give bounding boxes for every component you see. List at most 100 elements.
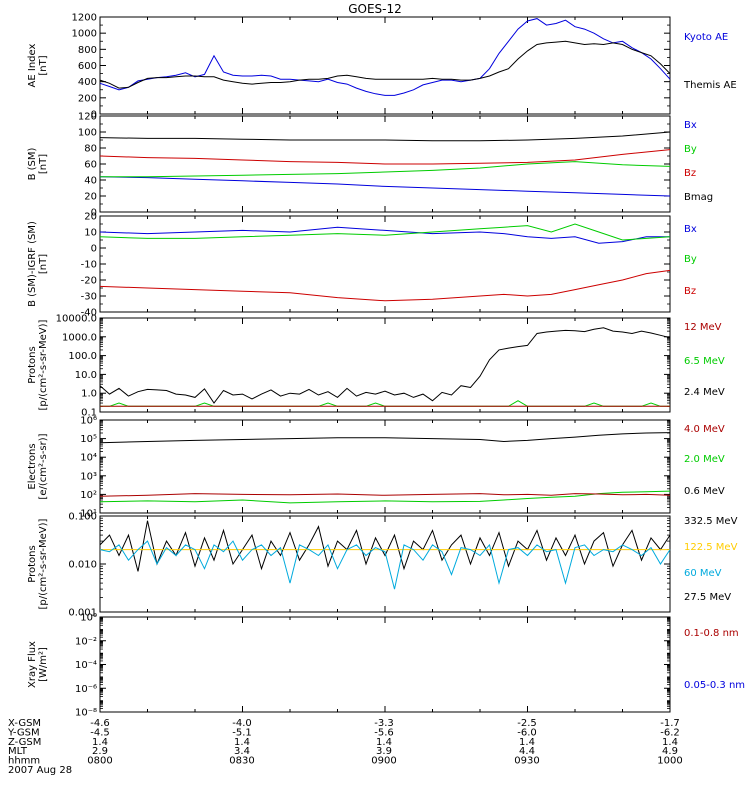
- y-tick-label-6-1: 10⁻⁶: [75, 684, 97, 695]
- y-axis-label-1-0: B (SM): [27, 147, 38, 180]
- y-axis-label-6-0: Xray Flux: [27, 641, 38, 688]
- y-tick-label-5-1: 0.010: [68, 560, 97, 571]
- legend-item-6-0: 0.1-0.8 nm: [684, 628, 739, 639]
- orbit-value-0-4: 0800: [87, 756, 112, 767]
- orbit-value-3-4: 0930: [514, 756, 539, 767]
- orbit-value-0-2: 1.4: [92, 737, 108, 748]
- y-tick-label-2-1: -30: [81, 292, 97, 303]
- y-tick-label-5-2: 0.100: [68, 512, 97, 523]
- series-line-1-1: [100, 161, 671, 178]
- y-tick-label-6-3: 10⁻²: [75, 636, 97, 647]
- y-axis-label-4-0: Electrons: [27, 443, 38, 489]
- legend-item-0-1: Themis AE: [683, 80, 737, 91]
- legend-item-0-0: Kyoto AE: [684, 32, 728, 43]
- series-line-1-2: [99, 149, 671, 165]
- series-line-3-1: [100, 400, 670, 407]
- orbit-value-2-4: 0900: [371, 756, 396, 767]
- legend-item-2-2: Bz: [684, 286, 696, 297]
- orbit-label-4: hhmm: [8, 756, 40, 767]
- orbit-value-2-2: 1.4: [376, 737, 392, 748]
- y-tick-label-0-0: 0: [91, 110, 97, 121]
- legend-item-3-1: 6.5 MeV: [684, 356, 725, 367]
- y-axis-label-4-1: [e/(cm²-s-sr)]: [38, 433, 49, 499]
- orbit-label-0: X-GSM: [8, 718, 41, 729]
- legend-item-5-2: 60 MeV: [684, 568, 722, 579]
- y-tick-label-0-2: 400: [78, 77, 97, 88]
- panel-frame-0: [99, 16, 671, 115]
- y-tick-label-4-3: 10⁴: [80, 453, 97, 464]
- y-tick-label-4-2: 10³: [80, 471, 97, 482]
- orbit-value-1-1: -5.1: [232, 727, 252, 738]
- legend-item-1-3: Bmag: [684, 192, 713, 203]
- legend-item-4-1: 2.0 MeV: [684, 454, 725, 465]
- orbit-value-0-1: -4.5: [90, 727, 110, 738]
- series-line-3-0: [99, 327, 671, 404]
- y-tick-label-3-1: 1.0: [81, 389, 97, 400]
- legend-item-3-2: 2.4 MeV: [684, 387, 725, 398]
- orbit-value-4-0: -1.7: [660, 718, 680, 729]
- series-line-5-0: [99, 520, 671, 572]
- y-axis-label-6-1: [W/m²]: [38, 647, 49, 682]
- y-axis-label-3-0: Protons: [27, 346, 38, 383]
- orbit-value-3-3: 4.4: [519, 746, 535, 757]
- y-tick-label-1-1: 20: [84, 192, 97, 203]
- y-tick-label-5-0: 0.001: [68, 608, 97, 619]
- y-axis-label-5-1: [p/(cm²-s-sr-MeV)]: [38, 518, 49, 609]
- series-line-1-3: [99, 131, 671, 142]
- y-axis-label-2-0: B (SM)-IGRF (SM): [27, 221, 38, 307]
- orbit-label-1: Y-GSM: [7, 727, 40, 738]
- y-tick-label-2-6: 20: [84, 212, 97, 223]
- chart-title: GOES-12: [348, 2, 402, 16]
- series-line-0-0: [99, 18, 671, 96]
- orbit-value-1-2: 1.4: [234, 737, 250, 748]
- series-line-5-2: [99, 540, 671, 590]
- y-tick-label-2-4: 0: [91, 244, 97, 255]
- legend-item-3-0: 12 MeV: [684, 322, 722, 333]
- orbit-value-3-0: -2.5: [517, 718, 537, 729]
- y-tick-label-0-4: 800: [78, 45, 97, 56]
- y-tick-label-0-1: 200: [78, 93, 97, 104]
- series-line-2-2: [99, 269, 671, 302]
- y-axis-label-5-0: Protons: [27, 545, 38, 582]
- y-tick-label-2-5: 10: [84, 228, 97, 239]
- y-tick-label-1-2: 40: [84, 176, 97, 187]
- series-line-2-0: [99, 226, 670, 244]
- legend-item-6-1: 0.05-0.3 nm: [684, 680, 745, 691]
- panel-frame-4: [99, 419, 671, 514]
- panel-frame-6: [99, 616, 671, 713]
- orbit-value-2-1: -5.6: [374, 727, 394, 738]
- y-tick-label-0-6: 1200: [72, 13, 97, 24]
- orbit-value-2-0: -3.3: [374, 718, 394, 729]
- y-tick-label-3-2: 10.0: [75, 370, 97, 381]
- y-axis-label-3-1: [p/(cm²-s-sr-MeV)]: [38, 319, 49, 410]
- orbit-label-3: MLT: [8, 746, 28, 757]
- legend-item-4-0: 4.0 MeV: [684, 424, 725, 435]
- y-tick-label-1-6: 120: [78, 112, 97, 123]
- orbit-value-0-0: -4.6: [90, 718, 110, 729]
- legend-item-4-2: 0.6 MeV: [684, 486, 725, 497]
- orbit-value-3-1: -6.0: [517, 727, 537, 738]
- y-tick-label-4-0: 10¹: [80, 509, 97, 520]
- y-tick-label-2-3: -10: [81, 260, 97, 271]
- legend-item-5-3: 27.5 MeV: [684, 592, 731, 603]
- y-tick-label-3-3: 100.0: [68, 351, 97, 362]
- orbit-value-4-2: 1.4: [662, 737, 678, 748]
- y-tick-label-6-0: 10⁻⁸: [75, 708, 97, 719]
- y-axis-label-2-1: [nT]: [38, 254, 49, 274]
- legend-item-5-1: 122.5 MeV: [684, 542, 738, 553]
- y-tick-label-2-0: -40: [81, 308, 97, 319]
- legend-item-1-0: Bx: [684, 120, 697, 131]
- y-tick-label-3-5: 10000.0: [56, 314, 97, 325]
- y-tick-label-4-4: 10⁵: [80, 434, 97, 445]
- series-line-1-0: [99, 176, 671, 197]
- orbit-value-0-3: 2.9: [92, 746, 108, 757]
- legend-item-2-1: By: [684, 254, 697, 265]
- y-axis-label-0-1: [nT]: [38, 55, 49, 75]
- y-tick-label-3-0: 0.1: [81, 408, 97, 419]
- legend-item-2-0: Bx: [684, 224, 697, 235]
- orbit-value-1-4: 0830: [229, 756, 254, 767]
- y-tick-label-6-2: 10⁻⁴: [75, 660, 97, 671]
- y-tick-label-3-4: 1000.0: [62, 332, 97, 343]
- orbit-value-2-3: 3.9: [376, 746, 392, 757]
